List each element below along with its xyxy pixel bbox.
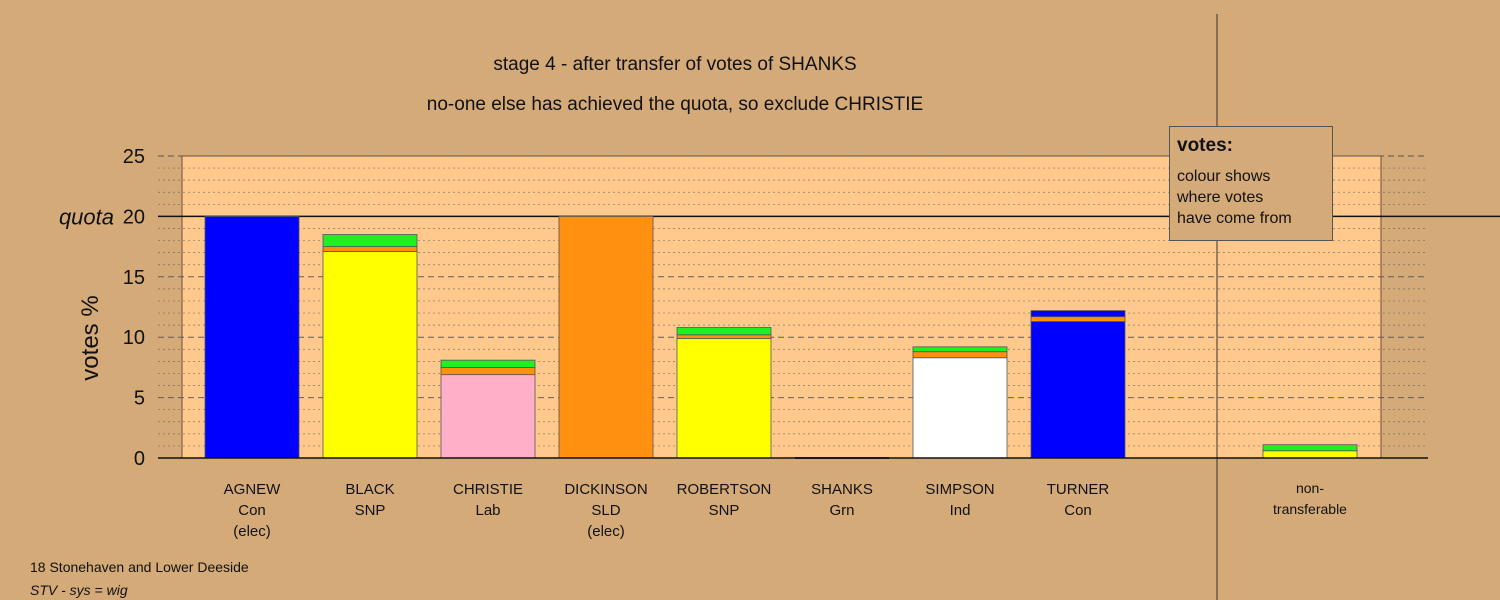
bar-simpson-segment-grn bbox=[912, 346, 1008, 353]
bar-black-segment-snp bbox=[322, 251, 418, 459]
bar-nontransferable-segment-grn bbox=[1262, 444, 1358, 452]
nontransferable-label: transferable bbox=[1273, 501, 1347, 517]
nontransferable-label: non- bbox=[1296, 480, 1324, 496]
candidate-label: BLACK bbox=[345, 481, 394, 498]
y-tick-label: 20 bbox=[123, 206, 145, 228]
bar-turner-segment-con bbox=[1030, 321, 1126, 459]
bar-robertson-segment-sld bbox=[676, 334, 772, 339]
candidate-label: Grn bbox=[829, 502, 854, 519]
legend-line: colour shows bbox=[1177, 168, 1271, 185]
y-tick-label: 5 bbox=[134, 388, 145, 410]
y-tick-label: 25 bbox=[123, 146, 145, 168]
bar-agnew-segment-con bbox=[204, 215, 300, 459]
legend-line: have come from bbox=[1177, 210, 1292, 227]
bar-dickinson-segment-sld bbox=[558, 215, 654, 459]
bar-christie-segment-lab bbox=[440, 374, 536, 459]
bar-simpson-segment-ind bbox=[912, 357, 1008, 459]
candidate-label: CHRISTIE bbox=[453, 481, 523, 498]
candidate-label: Lab bbox=[475, 502, 500, 519]
x-axis-labels: AGNEW Con (elec) BLACK SNP CHRISTIE Lab DICKINS… bbox=[224, 480, 1348, 540]
bar-christie-segment-grn bbox=[440, 359, 536, 368]
constituency-label: 18 Stonehaven and Lower Deeside bbox=[30, 559, 249, 575]
legend-line: where votes bbox=[1177, 189, 1264, 206]
candidate-label: ROBERTSON bbox=[677, 481, 772, 498]
bar-christie-segment-sld bbox=[440, 366, 536, 376]
bar-black-segment-sld bbox=[322, 246, 418, 252]
bar-robertson-segment-snp bbox=[676, 338, 772, 459]
chart-title: stage 4 - after transfer of votes of SHA… bbox=[493, 54, 857, 75]
legend-text: colour shows where votes have come from bbox=[1177, 166, 1325, 229]
candidate-label: Ind bbox=[950, 502, 971, 519]
y-axis: 0 5 10 15 20 25 quota votes % bbox=[59, 146, 1428, 470]
y-axis-label: votes % bbox=[77, 295, 104, 380]
bar-black-segment-grn bbox=[322, 234, 418, 248]
candidate-label: SHANKS bbox=[811, 481, 873, 498]
candidate-label: SIMPSON bbox=[925, 481, 994, 498]
y-tick-label: 10 bbox=[123, 327, 145, 349]
bar-simpson-segment-sld bbox=[912, 351, 1008, 359]
candidate-label: (elec) bbox=[233, 523, 271, 540]
candidate-label: SNP bbox=[355, 502, 386, 519]
bars bbox=[204, 215, 1358, 459]
candidate-label: SNP bbox=[709, 502, 740, 519]
candidate-label: AGNEW bbox=[224, 481, 282, 498]
chart-subtitle: no-one else has achieved the quota, so e… bbox=[426, 94, 924, 115]
candidate-label: Con bbox=[238, 502, 266, 519]
quota-label: quota bbox=[59, 204, 114, 229]
candidate-label: DICKINSON bbox=[564, 481, 647, 498]
candidate-label: Con bbox=[1064, 502, 1092, 519]
legend-title: votes: bbox=[1177, 135, 1233, 156]
bar-nontransferable-segment-nontransferable bbox=[1262, 450, 1358, 459]
legend-box: votes: colour shows where votes have com… bbox=[1169, 126, 1333, 241]
bar-turner-segment-con bbox=[1030, 310, 1126, 318]
y-tick-label: 0 bbox=[134, 448, 145, 470]
system-label: STV - sys = wig bbox=[30, 582, 128, 598]
bar-robertson-segment-grn bbox=[676, 327, 772, 336]
candidate-label: SLD bbox=[591, 502, 620, 519]
y-tick-label: 15 bbox=[123, 267, 145, 289]
candidate-label: (elec) bbox=[587, 523, 625, 540]
candidate-label: TURNER bbox=[1047, 481, 1110, 498]
bar-turner-segment-sld bbox=[1030, 316, 1126, 322]
